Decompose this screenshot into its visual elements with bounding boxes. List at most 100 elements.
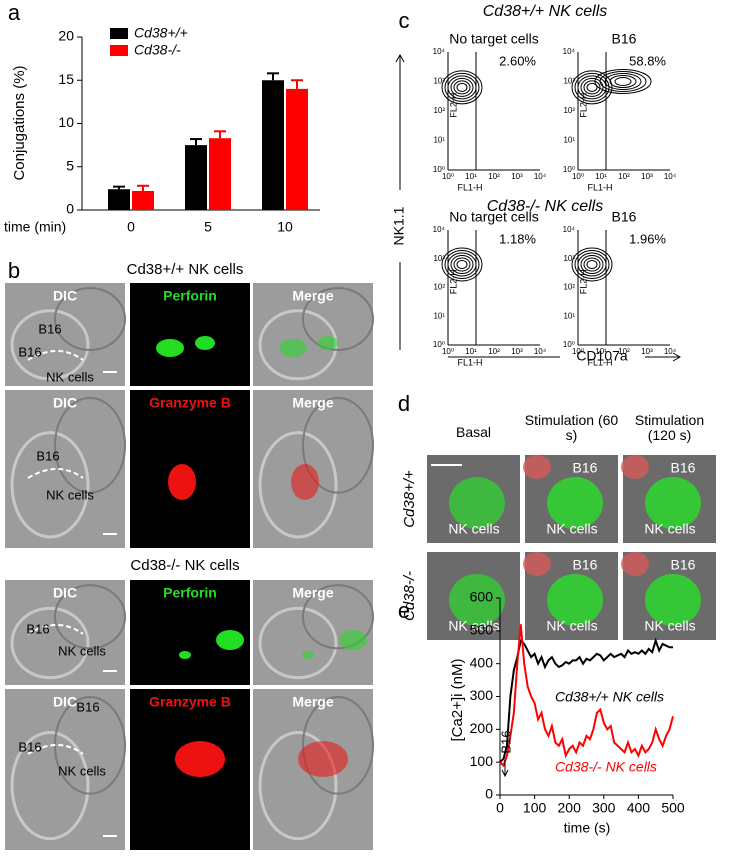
y-tick-label: 500 [470,622,494,638]
cell-outline [258,431,338,539]
bar [132,190,154,210]
cell-outline [10,606,90,680]
channel-label: DIC [53,395,77,411]
contour [450,255,474,274]
row-label: Cd38+/+ [401,470,418,528]
y-tick-label: 10² [563,283,575,292]
percent-label: 58.8% [629,53,666,68]
contour [453,257,471,272]
cell-label: NK cells [46,369,94,384]
y-axis-title: [Ca2+]i (nM) [449,659,466,742]
series-line [499,637,673,763]
cell-outline [10,730,90,841]
fluorescence [279,339,307,357]
x-tick-label: 0 [496,800,504,816]
plot-y-title: FL2-H [578,269,588,294]
y-tick-label: 15 [58,71,74,87]
nk-cell [449,477,505,529]
y-tick-label: 10¹ [563,311,575,320]
channel-label: Merge [292,288,333,304]
contour [574,250,610,279]
y-tick-label: 10⁴ [433,225,446,234]
x-tick-label: 10³ [641,347,653,356]
channel-label: DIC [53,288,77,304]
y-tick-label: 10⁰ [563,340,575,349]
y-tick-label: 0 [485,786,493,802]
fluorescence [195,336,215,350]
contour [614,77,632,86]
channel-label: Merge [292,694,333,710]
y-tick-label: 10¹ [563,136,575,145]
cell-outline [10,431,90,539]
cell-outline [54,584,126,650]
x-tick-label: 200 [558,800,582,816]
cell-label: B16 [38,321,61,336]
plot-x-title: FL1-H [457,182,482,192]
panel-label: e [398,598,410,623]
x-tick-label: 10¹ [465,347,477,356]
group-title: Cd38-/- NK cells [487,198,603,215]
channel-label: DIC [53,694,77,710]
target-cell [523,455,551,479]
cell-label: B16 [36,448,59,463]
cell-label: B16 [18,739,41,754]
x-tick-label: 10⁴ [534,347,547,356]
cell-outline [258,730,338,841]
contour [447,75,477,100]
channel-label: Granzyme B [149,395,231,411]
y-tick-label: 10¹ [433,136,445,145]
contour [574,72,610,102]
channel-label: Perforin [163,585,217,601]
cell-label: NK cells [546,618,597,634]
contour [444,250,480,279]
target-cell [523,552,551,576]
y-tick-label: 10⁰ [563,165,575,174]
contour [594,69,652,94]
panel-label: c [399,8,410,33]
y-tick-label: 10⁴ [563,225,576,234]
cell-label: NK cells [448,521,499,537]
y-tick-label: 10⁴ [433,47,446,56]
y-tick-label: 300 [470,687,494,703]
y-tick-label: 10³ [563,254,575,263]
y-tick-label: 20 [58,28,74,44]
fluorescence [175,741,225,777]
channel-label: Perforin [163,288,217,304]
cell-label: B16 [76,699,99,714]
fluorescence [298,741,348,777]
fluorescence [168,464,196,500]
fluorescence [291,464,319,500]
column-header: Stimulation (120 s) [634,412,705,444]
contour [577,252,607,277]
axis-title: CD107a [576,348,628,364]
x-tick-label: 500 [661,800,685,816]
plot-title: No target cells [449,209,538,225]
contour [456,82,468,92]
contour [450,77,474,97]
percent-label: 2.60% [499,53,536,68]
x-tick-label: 10² [488,172,500,181]
plot-x-title: FL1-H [587,182,612,192]
contour [609,75,637,88]
bar [108,189,130,210]
cell-outline [302,584,374,650]
y-tick-label: 10³ [563,77,575,86]
y-tick-label: 10³ [433,254,445,263]
x-tick-label: 10⁰ [442,172,454,181]
x-tick-label: 10¹ [465,172,477,181]
nk-cell [645,477,701,529]
arrowhead [395,53,405,63]
cell-label: B16 [573,557,598,573]
channel-label: Granzyme B [149,694,231,710]
cell-outline [54,396,126,494]
series-label: Cd38-/- NK cells [555,759,657,775]
panel-label: b [8,258,20,283]
cell-label: NK cells [46,487,94,502]
group-title: Cd38-/- NK cells [130,557,239,574]
legend-label: Cd38-/- [134,42,181,58]
contour [456,260,468,269]
x-tick-label: 10 [277,219,293,235]
percent-label: 1.18% [499,231,536,246]
cell-outline [302,396,374,494]
